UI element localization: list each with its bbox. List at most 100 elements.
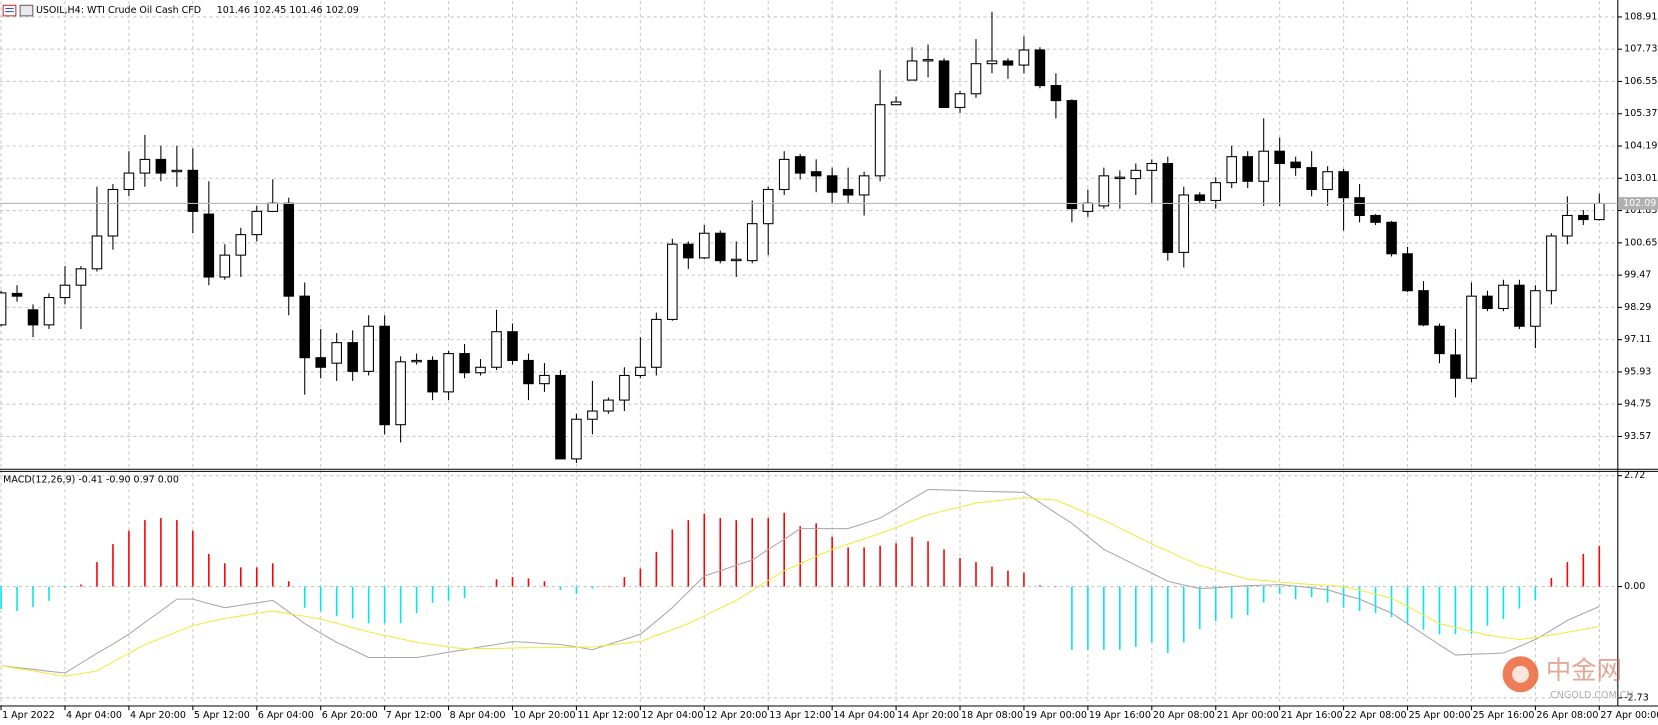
histogram-bar bbox=[655, 551, 658, 587]
x-tick-label: 6 Apr 20:00 bbox=[322, 710, 378, 721]
histogram-bar bbox=[16, 586, 18, 612]
candle-body bbox=[395, 361, 406, 426]
x-tick-label: 6 Apr 04:00 bbox=[258, 710, 314, 721]
histogram-bar bbox=[1055, 586, 1057, 588]
candle-body bbox=[1242, 156, 1253, 182]
candle-body bbox=[810, 171, 822, 177]
candle-body bbox=[730, 258, 742, 262]
histogram-bar bbox=[1406, 586, 1409, 624]
x-tick-label: 19 Apr 00:00 bbox=[1025, 710, 1087, 721]
marks: 102.09 bbox=[0, 11, 1658, 677]
y-tick-label: 93.57 bbox=[1624, 431, 1651, 442]
y-tick-label: 97.11 bbox=[1624, 334, 1651, 345]
y-tick-label: 94.75 bbox=[1624, 399, 1651, 410]
macd-marks bbox=[0, 489, 1601, 677]
histogram-bar bbox=[1071, 586, 1073, 650]
macd-title: MACD(12,26,9) -0.41 -0.90 0.97 0.00 bbox=[3, 474, 179, 485]
candle-body bbox=[683, 243, 694, 259]
candle-body bbox=[251, 210, 263, 236]
histogram-bar bbox=[911, 536, 913, 587]
candle-body bbox=[347, 342, 358, 372]
histogram-bar bbox=[1534, 586, 1537, 601]
candle-body bbox=[1578, 214, 1589, 221]
watermark-name: 中金网 bbox=[1546, 655, 1622, 685]
candle-body bbox=[1354, 197, 1365, 217]
candle-body bbox=[1098, 175, 1110, 207]
y-tick-label: -2.73 bbox=[1624, 692, 1649, 703]
candle-body bbox=[475, 366, 486, 374]
histogram-bar bbox=[64, 586, 66, 588]
x-tick-label: 25 Apr 16:00 bbox=[1473, 710, 1535, 721]
candle-body bbox=[555, 374, 566, 460]
candle-body bbox=[1386, 221, 1397, 255]
candle-body bbox=[635, 366, 646, 376]
histogram-bar bbox=[431, 586, 434, 603]
histogram-bar bbox=[719, 518, 722, 587]
y-tick-label: 108.91 bbox=[1624, 11, 1657, 22]
histogram-bar bbox=[1342, 586, 1345, 608]
histogram-bar bbox=[399, 586, 402, 624]
x-tick-label: 13 Apr 12:00 bbox=[769, 710, 831, 721]
candle-body bbox=[363, 325, 374, 372]
candle-body bbox=[1274, 150, 1285, 165]
candle-body bbox=[171, 169, 183, 173]
candle-body bbox=[187, 169, 199, 212]
candle-body bbox=[587, 410, 598, 420]
candle-body bbox=[714, 232, 726, 262]
histogram-bar bbox=[847, 547, 849, 587]
histogram-bar bbox=[48, 586, 50, 601]
candle-body bbox=[1338, 171, 1349, 199]
histogram-bar bbox=[959, 558, 961, 587]
x-tick-label: 21 Apr 16:00 bbox=[1281, 710, 1343, 721]
candle-body bbox=[0, 292, 7, 326]
y-tick-label: 101.83 bbox=[1624, 205, 1657, 216]
histogram-bar bbox=[1262, 586, 1265, 603]
histogram-bar bbox=[303, 586, 306, 608]
histogram-bar bbox=[1518, 586, 1521, 609]
y-tick-label: 100.65 bbox=[1624, 237, 1657, 248]
candle-body bbox=[491, 331, 502, 368]
candle-body bbox=[1178, 194, 1190, 253]
candle-body bbox=[1370, 214, 1381, 223]
histogram-bar bbox=[1422, 586, 1425, 630]
candles bbox=[0, 11, 1605, 463]
histogram-bar bbox=[1582, 553, 1585, 587]
candle-body bbox=[443, 353, 454, 393]
histogram-bar bbox=[1166, 586, 1169, 653]
candle-body bbox=[1146, 162, 1158, 171]
candle-body bbox=[986, 60, 998, 65]
histogram-bar bbox=[703, 513, 706, 587]
candle-body bbox=[539, 374, 550, 385]
candle-body bbox=[826, 175, 838, 193]
histogram-bar bbox=[687, 520, 690, 587]
histogram-bar bbox=[447, 586, 450, 601]
candle-body bbox=[139, 158, 151, 174]
x-tick-label: 12 Apr 04:00 bbox=[641, 710, 703, 721]
last-price-label: 102.09 bbox=[1623, 198, 1656, 209]
histogram-bar bbox=[575, 586, 578, 594]
candle-body bbox=[1418, 290, 1429, 326]
y-tick-label: 99.47 bbox=[1624, 270, 1651, 281]
histogram-bar bbox=[0, 586, 2, 609]
x-tick-label: 10 Apr 20:00 bbox=[514, 710, 576, 721]
candle-body bbox=[1482, 295, 1493, 309]
candle-body bbox=[619, 374, 630, 401]
x-tick-label: 18 Apr 08:00 bbox=[961, 710, 1023, 721]
y-tick-label: 2.72 bbox=[1624, 470, 1645, 481]
candle-body bbox=[1594, 202, 1605, 221]
candle-body bbox=[1322, 171, 1333, 191]
histogram-bar bbox=[224, 563, 226, 587]
histogram-bar bbox=[623, 577, 626, 587]
macd-line bbox=[0, 497, 1600, 677]
histogram-bar bbox=[1103, 586, 1105, 650]
histogram-bar bbox=[351, 586, 354, 619]
candle-body bbox=[1258, 150, 1269, 182]
candle-body bbox=[954, 93, 966, 108]
x-tick-label: 19 Apr 16:00 bbox=[1089, 710, 1151, 721]
histogram-bar bbox=[1374, 586, 1377, 614]
histogram-bar bbox=[799, 526, 801, 587]
candle-body bbox=[379, 325, 390, 426]
y-tick-label: 104.19 bbox=[1624, 141, 1657, 152]
candle-body bbox=[794, 156, 806, 174]
candle-body bbox=[1530, 290, 1541, 327]
